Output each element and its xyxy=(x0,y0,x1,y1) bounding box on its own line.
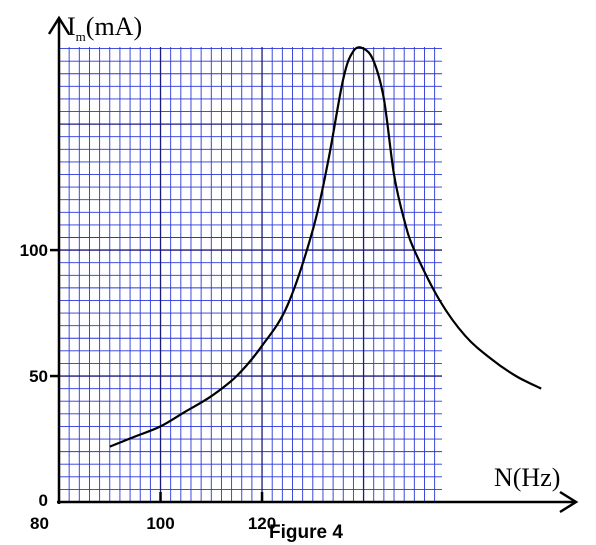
x-tick-label: 120 xyxy=(248,514,276,533)
x-axis-title: N(Hz) xyxy=(494,463,560,492)
y-axis-arrow xyxy=(47,15,71,35)
y-axis-title: Im(mA) xyxy=(67,12,142,44)
axes xyxy=(47,15,579,514)
x-tick-label: 80 xyxy=(30,514,49,533)
x-axis-arrow xyxy=(559,490,579,514)
y-tick-label: 50 xyxy=(29,367,48,386)
y-axis-symbol: I xyxy=(67,12,76,41)
y-axis-unit: (mA) xyxy=(86,12,142,41)
y-axis-subscript: m xyxy=(76,29,86,44)
y-tick-label: 0 xyxy=(39,491,48,510)
plot-background xyxy=(59,41,559,502)
y-tick-label: 100 xyxy=(20,241,48,260)
figure-caption: Figure 4 xyxy=(269,522,343,543)
ticks: 0 50 100 80 100 120 xyxy=(20,241,277,533)
grid-minor xyxy=(59,47,442,502)
x-tick-label: 100 xyxy=(146,514,174,533)
resonance-curve xyxy=(109,46,542,448)
